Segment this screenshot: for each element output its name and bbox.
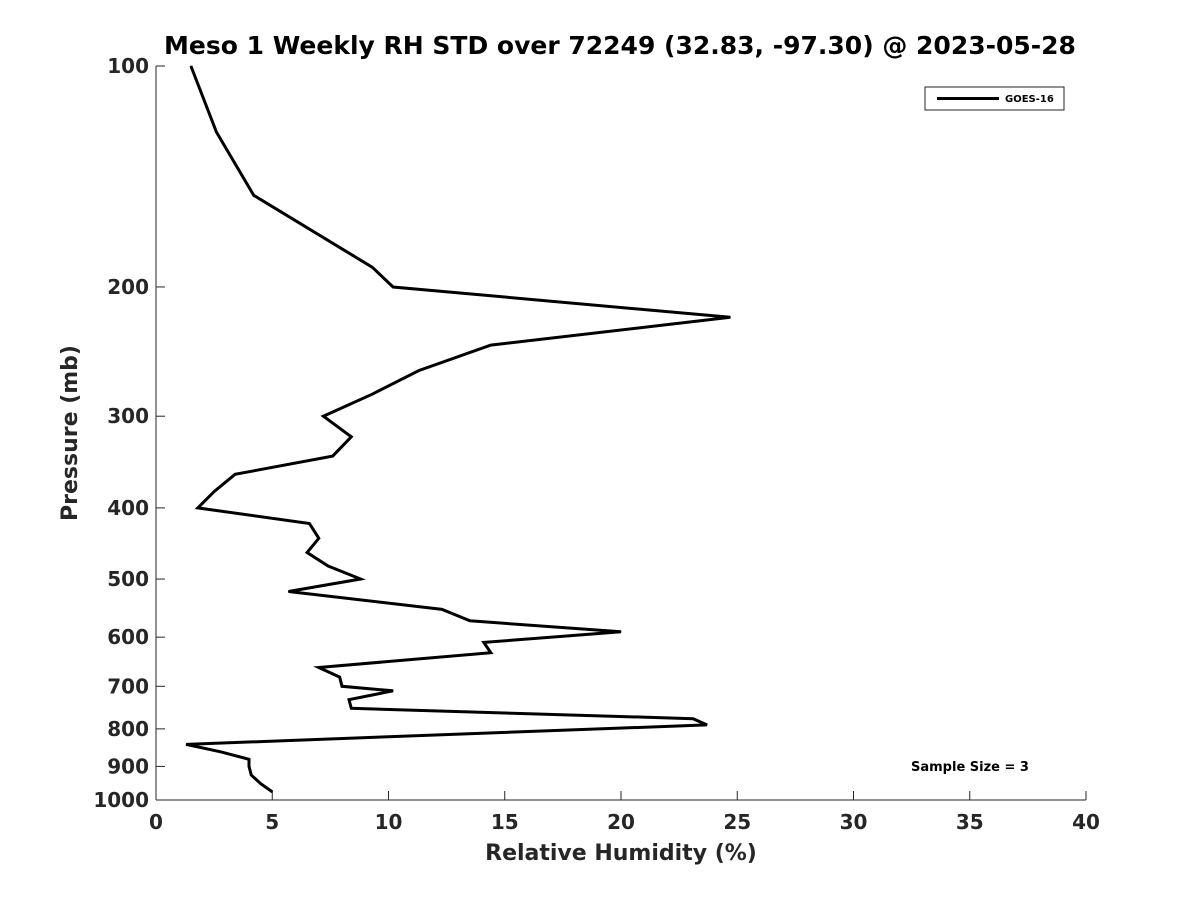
data-point (350, 436, 352, 438)
x-axis-label: Relative Humidity (%) (485, 841, 757, 866)
data-point (306, 552, 308, 553)
series-line-0 (185, 65, 731, 794)
data-point (190, 65, 192, 67)
data-point (360, 578, 362, 580)
data-point (620, 631, 622, 633)
axes (155, 66, 1086, 801)
data-point (248, 765, 250, 767)
y-tick-label-500: 500 (107, 567, 149, 591)
chart-title: Meso 1 Weekly RH STD over 72249 (32.83, … (164, 31, 1076, 60)
x-ticks: 0 5 10 15 20 25 30 35 40 (149, 791, 1100, 834)
data-point (392, 286, 394, 288)
y-axis-label: Pressure (mb) (58, 345, 83, 521)
data-point (418, 370, 420, 372)
data-point (248, 758, 250, 760)
data-point (288, 591, 289, 592)
data-point (392, 690, 394, 692)
data-point (215, 131, 217, 133)
data-point (318, 667, 320, 668)
sample-size-annotation: Sample Size = 3 (911, 760, 1029, 775)
data-point (234, 473, 236, 475)
data-point (371, 266, 373, 268)
data-point (441, 608, 443, 610)
x-tick-label-25: 25 (723, 810, 751, 834)
x-tick-label-15: 15 (491, 810, 519, 834)
data-point (350, 707, 352, 709)
data-point (197, 507, 199, 509)
data-point (692, 718, 694, 720)
data-point (220, 751, 222, 753)
y-tick-label-400: 400 (107, 496, 149, 520)
data-point (490, 344, 492, 346)
x-tick-label-20: 20 (607, 810, 635, 834)
data-point (483, 641, 485, 643)
data-point (213, 491, 215, 493)
legend: GOES-16 (924, 86, 1065, 111)
y-tick-label-900: 900 (107, 754, 149, 778)
x-tick-label-40: 40 (1072, 810, 1100, 834)
data-point (469, 620, 471, 622)
y-tick-label-300: 300 (107, 404, 149, 428)
x-tick-label-35: 35 (956, 810, 984, 834)
data-point (318, 537, 320, 539)
data-point (185, 743, 187, 745)
y-tick-label-600: 600 (107, 625, 149, 649)
data-point (371, 393, 373, 395)
y-tick-label-200: 200 (107, 275, 149, 299)
data-point (729, 316, 731, 318)
legend-label-goes-16: GOES-16 (1005, 94, 1054, 105)
data-point (388, 736, 389, 738)
data-point (341, 685, 343, 687)
y-tick-label-100: 100 (107, 54, 149, 78)
data-point (271, 791, 273, 793)
data-point (250, 774, 252, 776)
data-point (339, 676, 341, 678)
data-point (327, 565, 329, 567)
data-point (706, 724, 708, 726)
series-layer (185, 65, 731, 794)
data-point (348, 699, 350, 701)
x-tick-label-30: 30 (840, 810, 868, 834)
data-point (322, 415, 324, 417)
x-tick-label-5: 5 (265, 810, 279, 834)
x-tick-label-10: 10 (375, 810, 403, 834)
data-point (260, 783, 262, 785)
y-tick-label-700: 700 (107, 674, 149, 698)
y-ticks: 100 200 300 400 500 600 700 800 900 1000 (93, 54, 165, 812)
data-point (490, 652, 492, 654)
data-point (332, 455, 334, 457)
y-tick-label-1000: 1000 (93, 788, 149, 812)
data-point (308, 523, 310, 524)
x-tick-label-0: 0 (149, 810, 163, 834)
y-tick-label-800: 800 (107, 717, 149, 741)
data-point (253, 194, 255, 196)
